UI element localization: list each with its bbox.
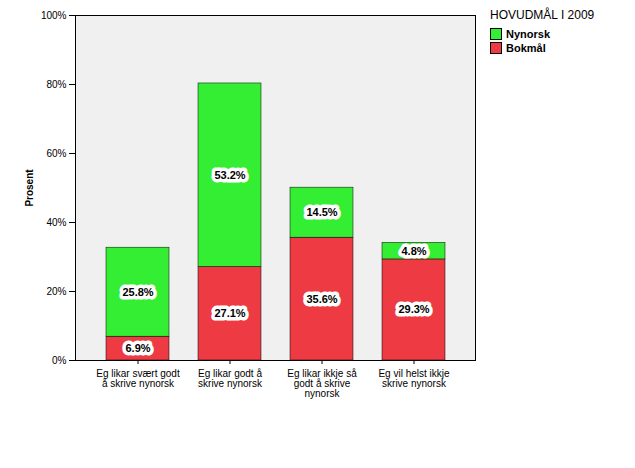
svg-text:25.8%: 25.8% bbox=[122, 286, 153, 298]
svg-text:Prosent: Prosent bbox=[24, 169, 35, 207]
html-text:Bokmål: Bokmål bbox=[506, 42, 546, 54]
svg-text:14.5%: 14.5% bbox=[306, 206, 337, 218]
svg-text:29.3%: 29.3% bbox=[398, 303, 429, 315]
svg-text:4.8%: 4.8% bbox=[401, 245, 426, 257]
svg-text:6.9%: 6.9% bbox=[125, 342, 150, 354]
svg-text:0%: 0% bbox=[52, 355, 67, 366]
svg-text:Eg vil helst ikkjeskrive nynor: Eg vil helst ikkjeskrive nynorsk bbox=[378, 368, 450, 389]
svg-text:Eg likar ikkje sågodt å skrive: Eg likar ikkje sågodt å skrivenynorsk bbox=[287, 368, 357, 399]
svg-text:Eg likar godt åskrive nynorsk: Eg likar godt åskrive nynorsk bbox=[198, 368, 263, 389]
svg-text:Eg likar svært godtå skrive ny: Eg likar svært godtå skrive nynorsk bbox=[96, 368, 180, 389]
svg-text:27.1%: 27.1% bbox=[214, 307, 245, 319]
html-text:HOVUDMÅL I 2009: HOVUDMÅL I 2009 bbox=[490, 8, 595, 22]
svg-text:80%: 80% bbox=[46, 79, 66, 90]
svg-text:100%: 100% bbox=[41, 10, 67, 21]
svg-text:53.2%: 53.2% bbox=[214, 169, 245, 181]
svg-text:40%: 40% bbox=[46, 217, 66, 228]
svg-text:60%: 60% bbox=[46, 148, 66, 159]
svg-text:20%: 20% bbox=[46, 286, 66, 297]
svg-text:35.6%: 35.6% bbox=[306, 293, 337, 305]
html-text:Nynorsk: Nynorsk bbox=[506, 28, 550, 40]
